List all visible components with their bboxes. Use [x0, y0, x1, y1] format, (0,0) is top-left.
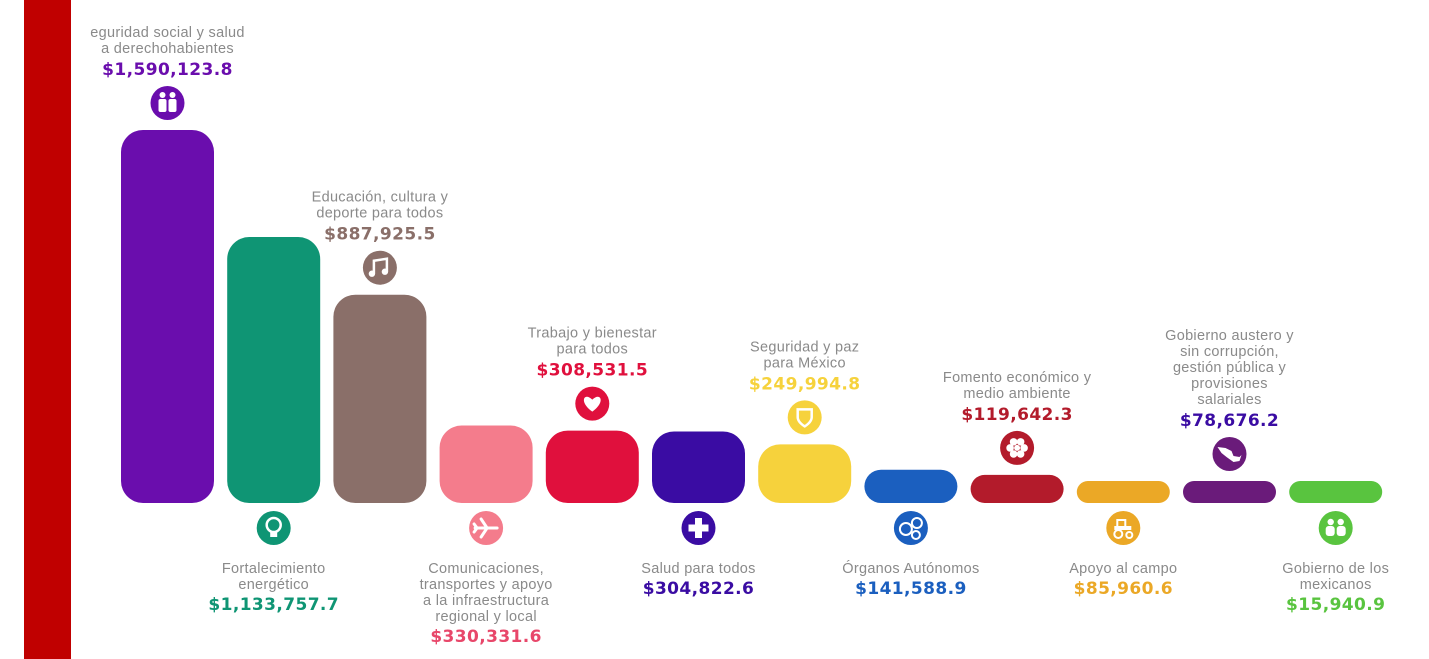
people-circle-icon — [893, 511, 928, 545]
value-label: $304,822.6 — [643, 579, 755, 599]
bar-3 — [333, 294, 427, 503]
category-label: mexicanos — [1300, 577, 1372, 593]
bar-2 — [227, 237, 321, 503]
category-label: regional y local — [435, 609, 537, 625]
value-label: $1,590,123.8 — [102, 60, 233, 80]
category-label: sin corrupción, — [1180, 344, 1279, 360]
value-label: $141,588.9 — [855, 579, 967, 599]
shield-icon — [787, 400, 822, 435]
category-label: energético — [238, 577, 309, 593]
value-label: $15,940.9 — [1286, 595, 1385, 615]
category-label: gestión pública y — [1173, 360, 1287, 376]
value-label: $78,676.2 — [1180, 411, 1279, 431]
category-label: a derechohabientes — [101, 41, 234, 57]
bar-1 — [121, 130, 214, 503]
bar-5 — [545, 430, 639, 503]
category-label: para todos — [557, 342, 629, 358]
category-label: eguridad social y salud — [90, 25, 244, 41]
bar-12 — [1289, 481, 1383, 503]
red-side-bar — [24, 0, 71, 659]
bar-4 — [439, 425, 533, 503]
plus-icon — [681, 511, 716, 545]
family-icon — [1318, 511, 1353, 545]
bar-7 — [758, 444, 852, 503]
category-label: Gobierno de los — [1282, 561, 1389, 577]
flower-icon — [1000, 430, 1035, 465]
value-label: $119,642.3 — [961, 405, 1073, 425]
category-label: provisiones — [1191, 376, 1268, 392]
category-label: Comunicaciones, — [428, 561, 544, 577]
value-label: $85,960.6 — [1074, 579, 1173, 599]
lightbulb-icon — [256, 511, 291, 545]
bar-9 — [970, 474, 1064, 503]
category-label: a la infraestructura — [423, 593, 550, 609]
category-label: Fomento económico y — [943, 370, 1092, 386]
tractor-icon — [1106, 511, 1141, 545]
category-label: Gobierno austero y — [1165, 328, 1294, 344]
value-label: $249,994.8 — [749, 374, 861, 394]
category-label: Órganos Autónomos — [842, 560, 979, 577]
bar-11 — [1183, 481, 1276, 503]
value-label: $330,331.6 — [430, 627, 542, 647]
value-label: $887,925.5 — [324, 225, 436, 245]
music-note-icon — [362, 250, 397, 285]
heart-icon — [575, 386, 610, 421]
value-label: $1,133,757.7 — [208, 595, 339, 615]
bar-6 — [652, 431, 745, 503]
category-label: Educación, cultura y — [312, 190, 449, 206]
category-label: medio ambiente — [963, 386, 1070, 402]
value-label: $308,531.5 — [537, 361, 649, 381]
category-label: Fortalecimiento — [222, 561, 326, 577]
bar-8 — [864, 469, 958, 503]
category-label: para México — [764, 355, 846, 371]
category-label: Seguridad y paz — [750, 339, 859, 355]
category-label: salariales — [1197, 392, 1261, 408]
category-label: Trabajo y bienestar — [528, 326, 657, 342]
category-label: Apoyo al campo — [1069, 561, 1177, 577]
category-label: transportes y apoyo — [420, 577, 553, 593]
mexico-map-icon — [1212, 437, 1247, 471]
people-icon — [150, 86, 185, 120]
category-label: Salud para todos — [641, 561, 755, 577]
airplane-icon — [469, 511, 504, 545]
bar-10 — [1076, 481, 1170, 503]
category-label: deporte para todos — [316, 206, 443, 222]
